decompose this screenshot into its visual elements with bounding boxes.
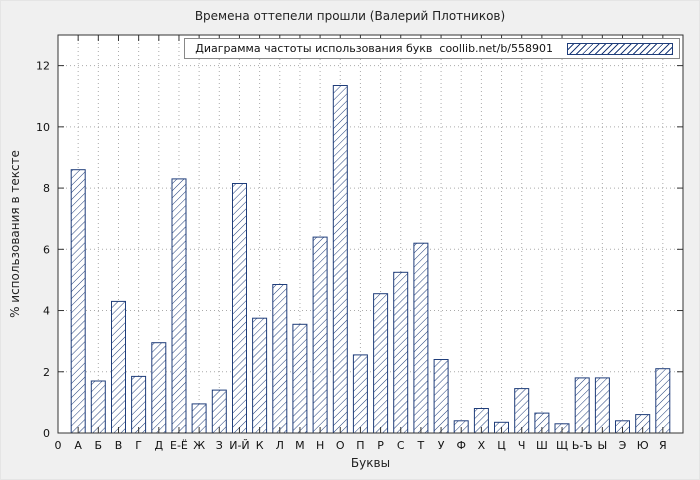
bar: [393, 271, 409, 434]
x-tick-label: У: [438, 439, 445, 452]
y-tick-label: 0: [43, 427, 50, 440]
x-tick-label: Б: [95, 439, 103, 452]
x-tick-label: Ю: [637, 439, 649, 452]
bar: [111, 300, 126, 434]
legend: Диаграмма частоты использования букв coo…: [184, 38, 680, 59]
legend-label: Диаграмма частоты использования букв coo…: [195, 42, 553, 55]
bar: [171, 178, 187, 434]
x-tick-label: Ч: [518, 439, 526, 452]
x-tick-label: Х: [478, 439, 486, 452]
x-tick-label: А: [74, 439, 82, 452]
y-tick-label: 8: [43, 182, 50, 195]
x-axis-label: Буквы: [350, 456, 391, 470]
x-tick-label: Г: [135, 439, 142, 452]
y-tick-label: 6: [43, 243, 50, 256]
bar: [655, 368, 671, 434]
bar: [433, 359, 449, 434]
bar: [373, 293, 389, 434]
x-tick-label: Н: [316, 439, 324, 452]
x-tick-label: Ы: [597, 439, 607, 452]
x-tick-label: З: [216, 439, 223, 452]
x-tick-label: Я: [659, 439, 667, 452]
x-tick-label: К: [256, 439, 264, 452]
x-tick-label: Д: [155, 439, 164, 452]
x-tick-label: Ш: [536, 439, 548, 452]
plot-border: [57, 34, 684, 434]
x-tick-label: М: [295, 439, 305, 452]
bar: [252, 317, 268, 434]
x-tick-label: Е-Ё: [170, 439, 188, 452]
bar: [514, 388, 530, 434]
x-tick-label: Л: [276, 439, 284, 452]
x-tick-label: Т: [417, 439, 425, 452]
chart-title: Времена оттепели прошли (Валерий Плотник…: [194, 9, 506, 23]
bar: [574, 377, 590, 434]
x-tick-label: Щ: [556, 439, 568, 452]
x-tick-label: П: [356, 439, 364, 452]
bar: [90, 380, 106, 434]
x-tick-label: Ц: [497, 439, 506, 452]
x-tick-label: Ф: [456, 439, 465, 452]
bar: [292, 323, 308, 434]
x-tick-label: Э: [619, 439, 627, 452]
x-tick-label: И-Й: [229, 439, 249, 452]
bar: [272, 284, 288, 434]
bar: [352, 354, 368, 434]
bar: [413, 242, 429, 434]
x-tick-label: Ь-Ъ: [572, 439, 593, 452]
bars: [70, 85, 671, 434]
bar: [151, 342, 167, 434]
y-tick-label: 10: [36, 121, 50, 134]
legend-swatch: [567, 42, 673, 55]
y-tick-label: 12: [36, 60, 50, 73]
bar: [131, 375, 147, 434]
y-tick-label: 4: [43, 305, 50, 318]
bar: [312, 236, 328, 434]
x-tick-label: Ж: [193, 439, 205, 452]
bar: [232, 183, 247, 434]
bar: [332, 85, 348, 434]
x-origin-label: 0: [55, 439, 62, 452]
x-tick-label: В: [115, 439, 123, 452]
y-tick-label: 2: [43, 366, 50, 379]
x-tick-label: С: [397, 439, 405, 452]
x-tick-label: О: [336, 439, 345, 452]
bar: [70, 169, 86, 434]
bar: [211, 389, 227, 434]
x-tick-label: Р: [377, 439, 384, 452]
bar: [594, 377, 610, 434]
